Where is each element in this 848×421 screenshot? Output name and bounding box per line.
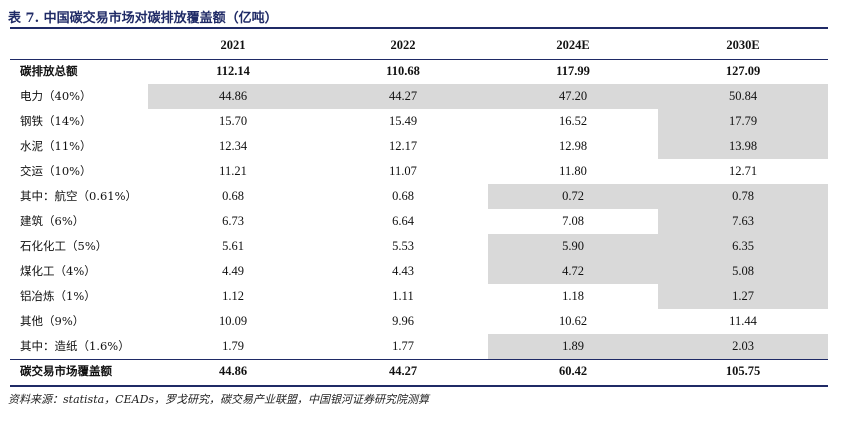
value-cell: 127.09: [725, 64, 761, 78]
value-cell: 10.09: [218, 314, 248, 328]
value-cell: 1.18: [562, 289, 584, 303]
emissions-table: 2021 2022 2024E 2030E 碳排放总额 112.14 110.68 1…: [10, 31, 828, 384]
row-label: 水泥（11%）: [20, 139, 92, 153]
value-cell: 1.77: [392, 339, 414, 353]
table-title: 表 7. 中国碳交易市场对碳排放覆盖额（亿吨）: [8, 11, 278, 26]
value-cell: 60.42: [558, 364, 588, 378]
table-row: 其他（9%） 10.09 9.96 10.62 11.44: [10, 309, 828, 334]
value-cell: 12.98: [558, 139, 588, 153]
bottom-rule: [10, 385, 828, 387]
value-cell: 112.14: [216, 64, 250, 78]
value-cell: 0.68: [222, 189, 244, 203]
value-cell: 16.52: [558, 114, 588, 128]
row-label: 碳交易市场覆盖额: [20, 364, 112, 378]
value-cell: 44.27: [318, 84, 488, 109]
value-cell: 2.03: [658, 334, 828, 359]
value-cell: 110.68: [386, 64, 420, 78]
value-cell: 10.62: [558, 314, 588, 328]
table-row: 电力（40%） 44.86 44.27 47.20 50.84: [10, 84, 828, 109]
source-note: 资料来源：statista，CEADs，罗戈研究，碳交易产业联盟，中国银河证券研…: [8, 393, 430, 406]
row-label: 铝冶炼（1%）: [20, 289, 96, 303]
row-label: 其中：造纸（1.6%）: [20, 339, 130, 353]
value-cell: 4.49: [222, 264, 244, 278]
row-label: 其他（9%）: [20, 314, 85, 328]
table-row: 碳排放总额 112.14 110.68 117.99 127.09: [10, 59, 828, 84]
table-row: 碳交易市场覆盖额 44.86 44.27 60.42 105.75: [10, 359, 828, 384]
value-cell: 4.72: [488, 259, 658, 284]
value-cell: 1.79: [222, 339, 244, 353]
table-row: 水泥（11%） 12.34 12.17 12.98 13.98: [10, 134, 828, 159]
row-label: 煤化工（4%）: [20, 264, 96, 278]
value-cell: 7.08: [562, 214, 584, 228]
row-label: 电力（40%）: [20, 89, 92, 103]
value-cell: 6.64: [392, 214, 414, 228]
table-row: 煤化工（4%） 4.49 4.43 4.72 5.08: [10, 259, 828, 284]
table-row: 钢铁（14%） 15.70 15.49 16.52 17.79: [10, 109, 828, 134]
total-rule: [10, 359, 828, 360]
table-row: 建筑（6%） 6.73 6.64 7.08 7.63: [10, 209, 828, 234]
value-cell: 44.86: [148, 84, 318, 109]
value-cell: 1.89: [488, 334, 658, 359]
value-cell: 5.53: [392, 239, 414, 253]
value-cell: 44.27: [388, 364, 418, 378]
table-row: 其中：航空（0.61%） 0.68 0.68 0.72 0.78: [10, 184, 828, 209]
header-cell-2021: 2021: [220, 37, 246, 52]
value-cell: 6.73: [222, 214, 244, 228]
value-cell: 5.90: [488, 234, 658, 259]
row-label: 交运（10%）: [20, 164, 92, 178]
value-cell: 117.99: [556, 64, 590, 78]
top-rule: [10, 27, 828, 29]
value-cell: 6.35: [658, 234, 828, 259]
value-cell: 5.61: [222, 239, 244, 253]
table-row: 交运（10%） 11.21 11.07 11.80 12.71: [10, 159, 828, 184]
value-cell: 4.43: [392, 264, 414, 278]
value-cell: 15.70: [218, 114, 248, 128]
header-cell-2030e: 2030E: [726, 37, 760, 52]
value-cell: 11.21: [219, 164, 247, 178]
header-row: 2021 2022 2024E 2030E: [10, 31, 828, 59]
value-cell: 9.96: [392, 314, 414, 328]
row-label: 其中：航空（0.61%）: [20, 189, 138, 203]
value-cell: 11.80: [559, 164, 587, 178]
value-cell: 11.44: [729, 314, 757, 328]
value-cell: 11.07: [389, 164, 417, 178]
value-cell: 1.12: [222, 289, 244, 303]
header-cell-2024e: 2024E: [556, 37, 590, 52]
value-cell: 47.20: [488, 84, 658, 109]
value-cell: 7.63: [658, 209, 828, 234]
table-body: 碳排放总额 112.14 110.68 117.99 127.09 电力（40%） 44.8…: [10, 59, 828, 384]
row-label: 碳排放总额: [20, 64, 78, 78]
value-cell: 0.68: [392, 189, 414, 203]
value-cell: 17.79: [658, 109, 828, 134]
value-cell: 50.84: [658, 84, 828, 109]
header-cell-2022: 2022: [390, 37, 416, 52]
value-cell: 15.49: [388, 114, 418, 128]
value-cell: 12.34: [218, 139, 248, 153]
value-cell: 0.72: [488, 184, 658, 209]
row-label: 钢铁（14%）: [20, 114, 92, 128]
table-row: 石化化工（5%） 5.61 5.53 5.90 6.35: [10, 234, 828, 259]
value-cell: 12.17: [388, 139, 418, 153]
header-rule: [10, 59, 828, 60]
row-label: 建筑（6%）: [20, 214, 85, 228]
value-cell: 12.71: [728, 164, 758, 178]
value-cell: 44.86: [218, 364, 248, 378]
row-label: 石化化工（5%）: [20, 239, 108, 253]
value-cell: 1.27: [658, 284, 828, 309]
value-cell: 5.08: [658, 259, 828, 284]
value-cell: 0.78: [658, 184, 828, 209]
header-cell: [10, 31, 148, 59]
value-cell: 105.75: [725, 364, 761, 378]
value-cell: 13.98: [658, 134, 828, 159]
value-cell: 1.11: [392, 289, 414, 303]
table-row: 其中：造纸（1.6%） 1.79 1.77 1.89 2.03: [10, 334, 828, 359]
table-row: 铝冶炼（1%） 1.12 1.11 1.18 1.27: [10, 284, 828, 309]
